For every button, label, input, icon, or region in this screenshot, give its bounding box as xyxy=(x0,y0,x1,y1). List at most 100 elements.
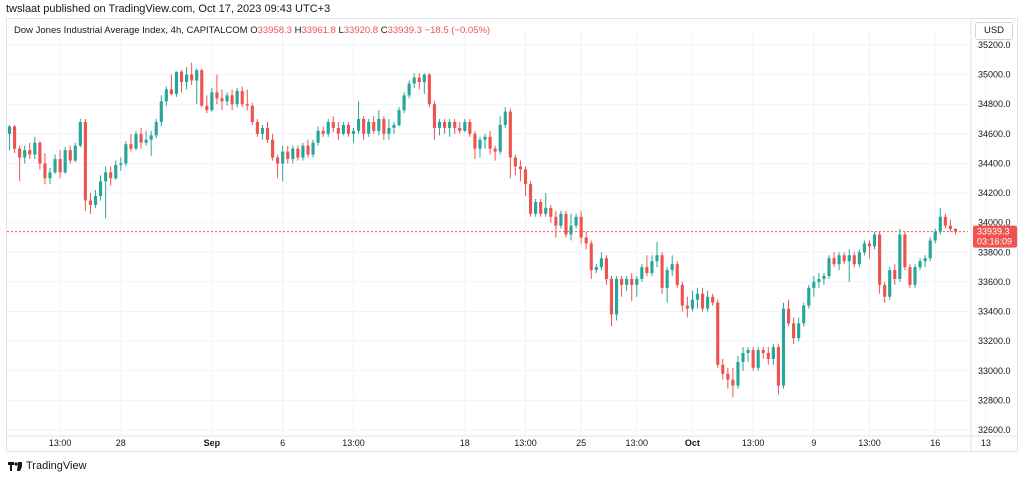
footer-logo[interactable]: TradingView xyxy=(8,460,87,472)
candle-body xyxy=(812,281,816,288)
candle-body xyxy=(13,126,17,149)
candle-body xyxy=(336,127,340,134)
candle-body xyxy=(933,231,937,241)
candle-body xyxy=(781,308,786,386)
candle-body xyxy=(604,258,609,279)
candle-body xyxy=(331,122,335,128)
candle-body xyxy=(574,216,578,226)
candle-body xyxy=(468,122,472,134)
low-label: L xyxy=(338,25,344,36)
candle-body xyxy=(761,350,765,353)
candle-body xyxy=(650,261,654,274)
candle-body xyxy=(255,122,259,134)
candle-body xyxy=(640,267,644,279)
x-tick-label: 6 xyxy=(280,438,285,448)
candle-body xyxy=(842,255,846,262)
candle-body xyxy=(58,159,62,173)
last-price-tag: 33939.3 03:16:09 xyxy=(973,225,1017,248)
candle-body xyxy=(356,119,361,131)
candle-body xyxy=(569,225,573,235)
change-value: −18.5 (−0.05%) xyxy=(424,25,491,36)
candle-body xyxy=(346,124,351,134)
candle-body xyxy=(690,299,694,309)
candle-body xyxy=(852,255,856,265)
candle-body xyxy=(655,255,659,262)
candle-body xyxy=(362,119,366,134)
candle-body xyxy=(706,296,710,309)
candle-body xyxy=(862,243,866,253)
countdown-value: 03:16:09 xyxy=(977,237,1012,247)
candle-body xyxy=(442,122,447,128)
low-value: 33920.8 xyxy=(343,25,379,36)
candle-body xyxy=(7,126,12,134)
y-tick-label: 33000.0 xyxy=(978,366,1011,376)
candle-body xyxy=(888,270,892,297)
candle-body xyxy=(190,74,194,81)
candle-body xyxy=(817,278,821,282)
candle-body xyxy=(114,164,118,179)
candle-body xyxy=(908,267,912,285)
candle-body xyxy=(149,135,153,140)
candle-body xyxy=(427,74,431,105)
candle-body xyxy=(407,83,411,96)
candle-body xyxy=(751,350,755,368)
y-tick-label: 33400.0 xyxy=(978,307,1011,317)
candle-body xyxy=(215,92,219,99)
candle-body xyxy=(549,207,553,217)
candle-body xyxy=(928,240,932,259)
candles xyxy=(7,62,958,398)
candle-body xyxy=(18,148,22,158)
candle-body xyxy=(721,364,725,374)
candle-body xyxy=(210,92,214,111)
candle-body xyxy=(351,130,356,134)
candle-body xyxy=(827,258,831,276)
candle-body xyxy=(695,293,700,300)
currency-button[interactable]: USD xyxy=(975,22,1013,40)
price-axis: 35200.0 35000.0 34800.0 34600.0 34400.0 34200… xyxy=(970,19,1011,451)
candle-body xyxy=(584,237,588,244)
candle-body xyxy=(700,293,705,309)
candle-body xyxy=(918,261,922,268)
candle-body xyxy=(109,172,113,179)
candle-body xyxy=(432,104,437,128)
candle-body xyxy=(397,110,401,125)
time-axis: 13:00 28 Sep 6 13:00 18 13:00 25 13:00 Oct 13:00 9 1… xyxy=(7,435,1017,448)
x-tick-label: 9 xyxy=(811,438,816,448)
candle-body xyxy=(43,163,47,179)
candle-body xyxy=(306,145,310,155)
y-tick-label: 33800.0 xyxy=(978,247,1011,257)
candle-body xyxy=(185,74,189,83)
candle-body xyxy=(716,302,720,365)
candle-body xyxy=(63,150,67,173)
candle-body xyxy=(144,139,148,143)
candle-body xyxy=(367,122,371,134)
x-tick-label: 18 xyxy=(460,438,470,448)
x-tick-label: 13:00 xyxy=(342,438,365,448)
candle-body xyxy=(786,308,791,324)
candle-body xyxy=(523,169,528,185)
candle-body xyxy=(736,361,740,386)
candle-body xyxy=(797,323,801,339)
candle-body xyxy=(503,111,507,125)
candle-body xyxy=(539,201,543,214)
candle-body xyxy=(645,267,649,274)
candle-body xyxy=(276,157,280,164)
candle-body xyxy=(898,234,902,279)
candle-body xyxy=(488,136,492,149)
candle-body xyxy=(913,267,917,285)
open-value: 33958.3 xyxy=(257,25,292,36)
candle-body xyxy=(235,90,239,105)
candle-body xyxy=(260,127,265,134)
candle-body xyxy=(630,278,634,285)
candle-body xyxy=(508,111,512,158)
candle-body xyxy=(837,255,841,265)
x-tick-label: 13:00 xyxy=(49,438,72,448)
candle-body xyxy=(847,255,851,262)
y-tick-label: 34200.0 xyxy=(978,188,1011,198)
candle-body xyxy=(473,133,477,149)
candle-body xyxy=(741,353,745,362)
candle-body xyxy=(609,278,614,315)
candle-body xyxy=(281,151,285,164)
candle-body xyxy=(402,95,406,111)
